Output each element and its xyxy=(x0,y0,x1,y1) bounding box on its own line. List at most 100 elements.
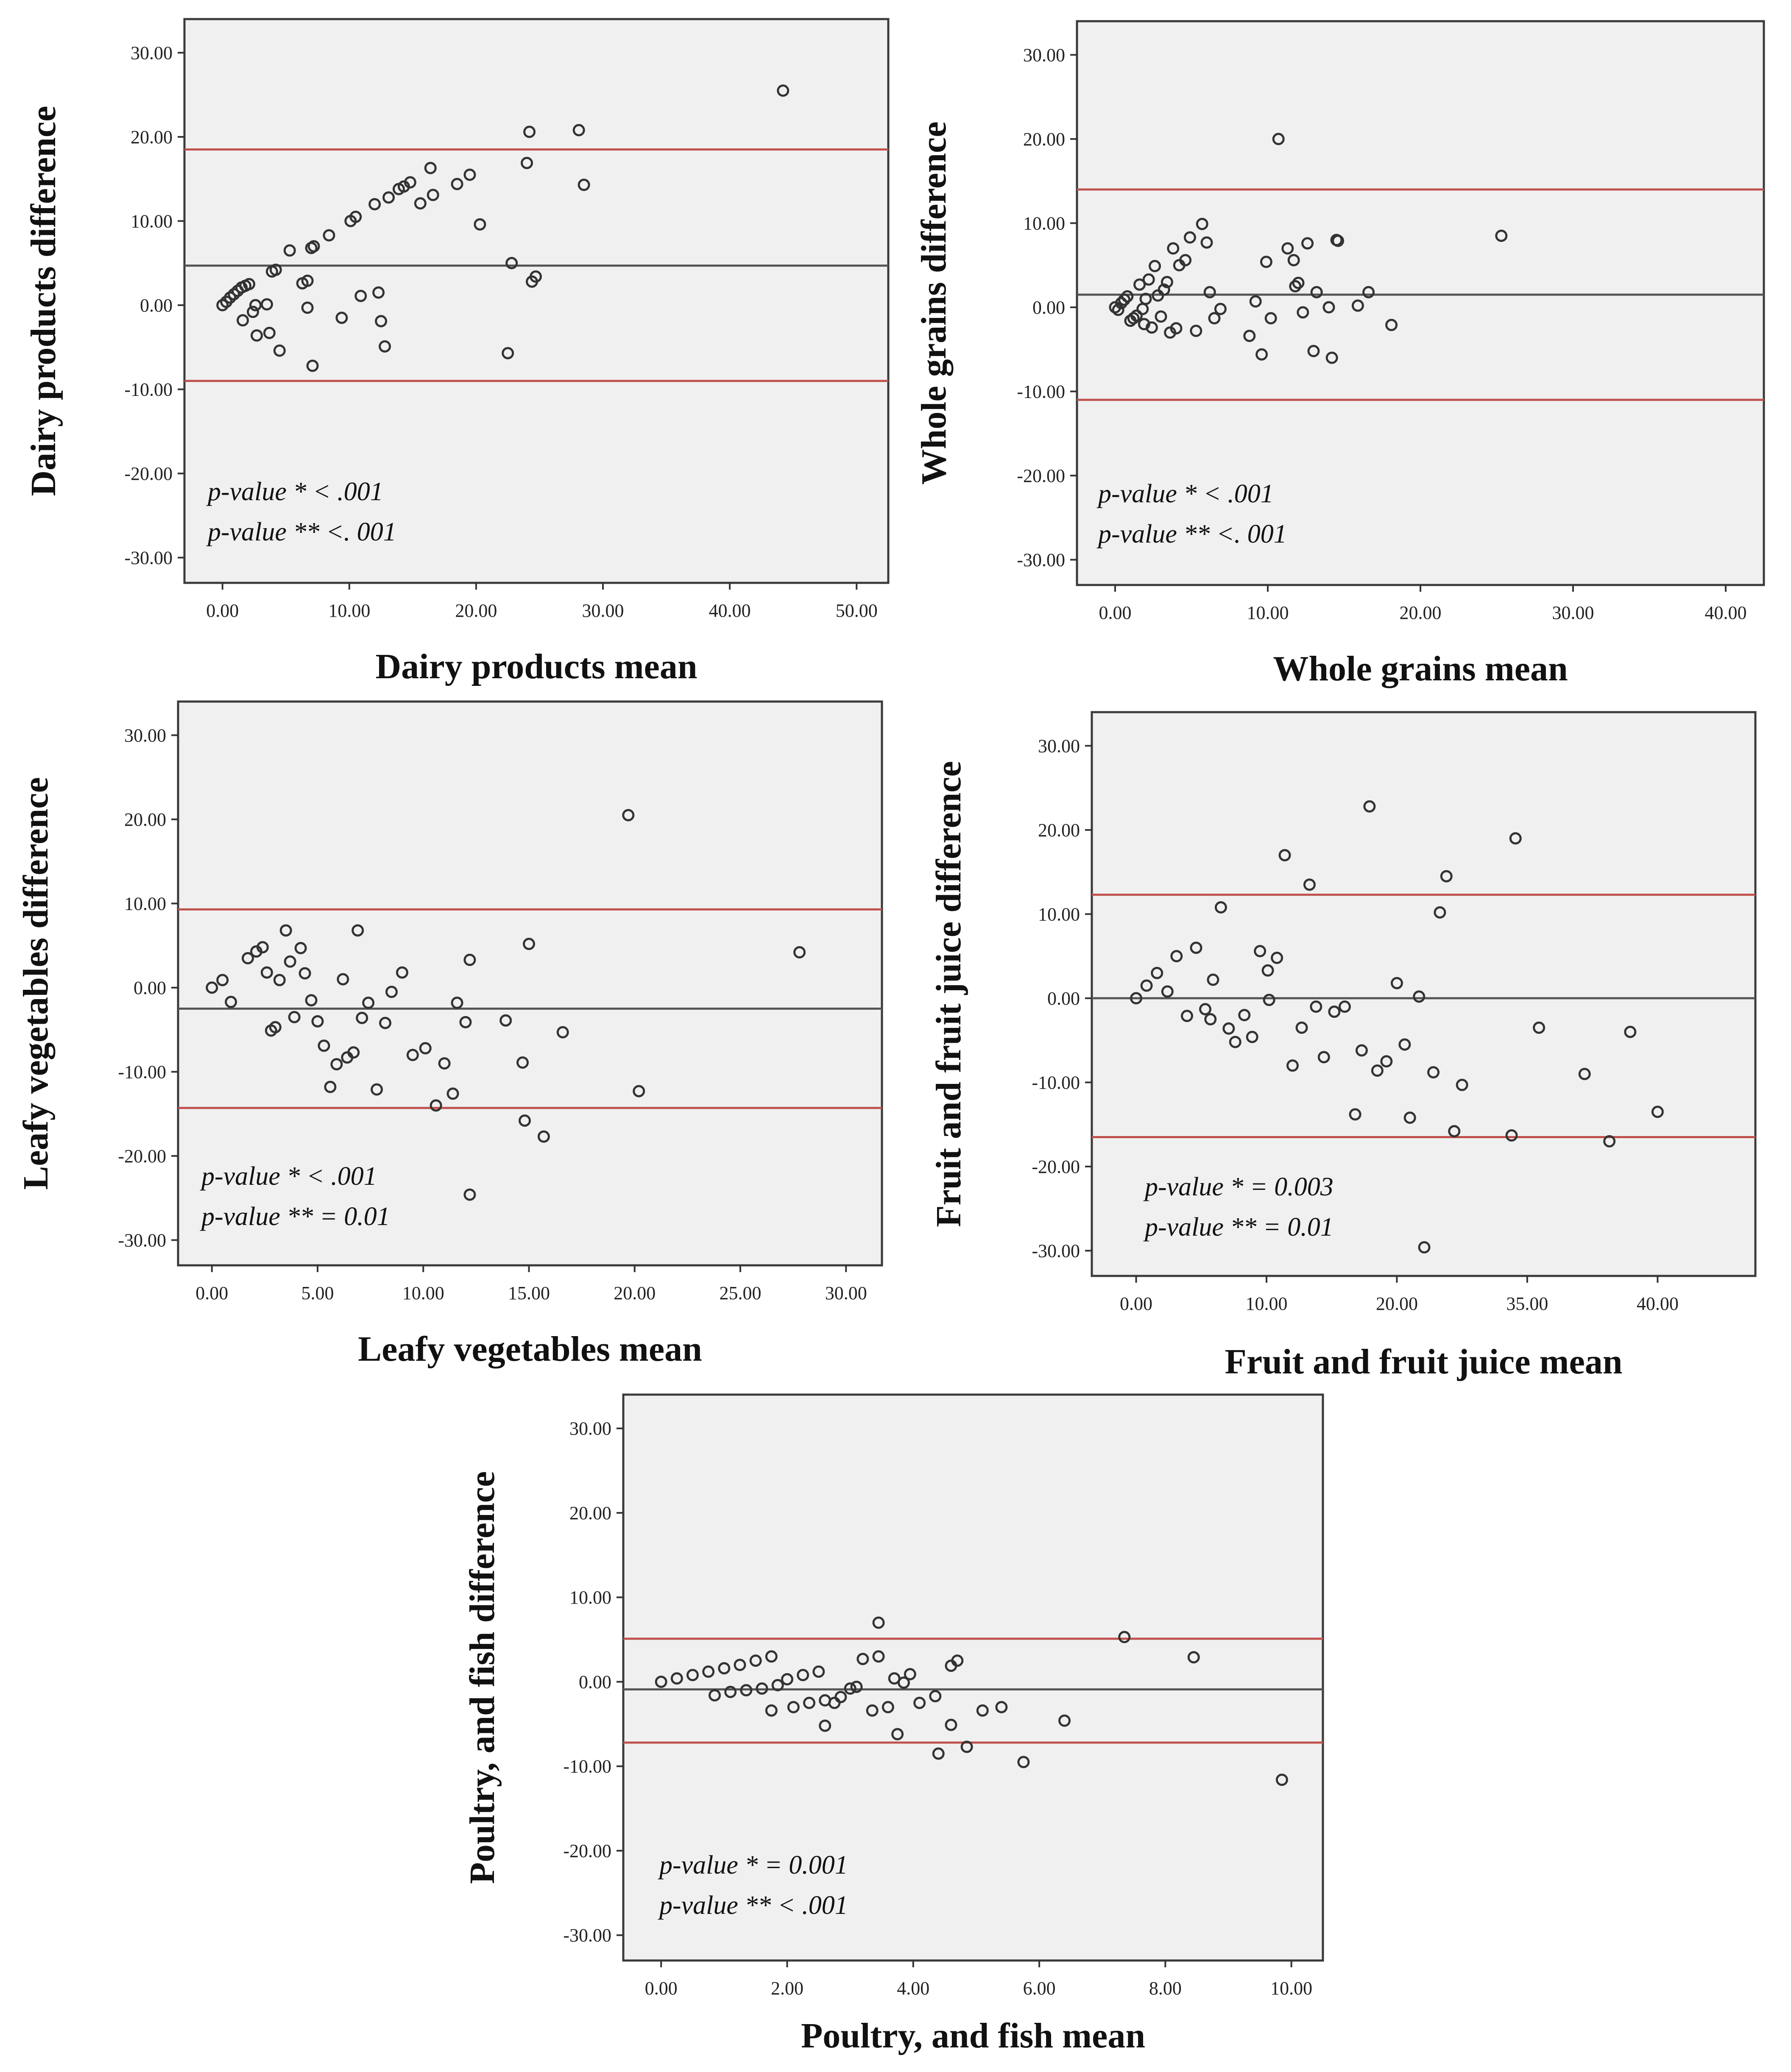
data-point xyxy=(396,966,408,979)
chart-leafy-vegetables: 30.00 20.00 10.00 0.00 -10.00 -20.00 -30.00 0.0… xyxy=(16,700,883,1369)
data-point xyxy=(1199,1003,1211,1016)
data-point xyxy=(771,1679,784,1691)
chart-poultry-and-fish: 30.00 20.00 10.00 0.00 -10.00 -20.00 -30.00 0.0… xyxy=(463,1393,1324,2055)
data-point xyxy=(216,974,229,986)
y-tick-label: -10.00 xyxy=(563,1756,611,1777)
data-point xyxy=(347,1046,360,1059)
data-point xyxy=(1271,952,1283,964)
p-value-annotation: p-value ** = 0.01 xyxy=(200,1202,390,1231)
data-point xyxy=(1179,254,1192,267)
data-point xyxy=(256,941,269,954)
data-point xyxy=(318,1039,330,1052)
y-tick-label: -10.00 xyxy=(1032,1072,1080,1093)
x-tick-label: 35.00 xyxy=(1506,1293,1548,1314)
data-point xyxy=(1301,237,1314,250)
y-tick-label: 0.00 xyxy=(1047,988,1080,1009)
data-point xyxy=(777,84,789,97)
data-point xyxy=(1246,1030,1258,1043)
data-point xyxy=(463,168,476,181)
data-point xyxy=(502,347,514,359)
data-point xyxy=(1351,299,1364,312)
data-point xyxy=(1155,310,1167,323)
x-axis-title: Dairy products mean xyxy=(375,647,697,686)
x-tick-label: 0.00 xyxy=(645,1978,678,1999)
data-point xyxy=(1249,295,1262,308)
data-point xyxy=(294,942,307,955)
data-point xyxy=(1505,1129,1518,1142)
data-point xyxy=(1255,348,1268,361)
data-point xyxy=(897,1676,910,1689)
data-point xyxy=(1167,242,1180,255)
data-point xyxy=(1624,1025,1637,1038)
data-point xyxy=(414,197,427,210)
data-point xyxy=(306,359,319,372)
data-point xyxy=(856,1653,869,1665)
data-point xyxy=(1322,301,1335,314)
data-point xyxy=(1338,1000,1351,1013)
data-point xyxy=(451,997,463,1009)
y-tick-label: -30.00 xyxy=(124,547,173,568)
data-point xyxy=(349,210,362,223)
data-point xyxy=(247,306,259,318)
data-point xyxy=(1118,1631,1131,1643)
data-point xyxy=(1204,1013,1217,1026)
data-point xyxy=(249,299,262,312)
data-point xyxy=(702,1665,715,1678)
data-point xyxy=(1208,312,1221,325)
x-tick-label: 10.00 xyxy=(1246,1293,1288,1314)
x-tick-label: 20.00 xyxy=(1400,602,1442,623)
data-point xyxy=(1295,1021,1308,1034)
data-point xyxy=(724,1685,737,1698)
y-tick-label: 30.00 xyxy=(131,42,173,63)
p-value-annotation: p-value * < .001 xyxy=(200,1162,377,1191)
y-tick-label: 30.00 xyxy=(569,1418,611,1439)
data-point xyxy=(1533,1021,1546,1034)
x-tick-label: 10.00 xyxy=(402,1283,444,1303)
data-point xyxy=(311,1015,324,1028)
plot-area xyxy=(183,18,890,584)
data-point xyxy=(913,1696,926,1709)
data-point xyxy=(427,189,439,201)
data-point xyxy=(1307,345,1320,357)
data-point xyxy=(1196,217,1208,230)
data-point xyxy=(362,997,375,1009)
y-tick-label: -30.00 xyxy=(1032,1240,1080,1261)
y-axis-title: Fruit and fruit juice difference xyxy=(929,761,968,1227)
y-tick-label: 10.00 xyxy=(124,893,166,914)
data-point xyxy=(756,1682,768,1695)
data-point xyxy=(633,1085,645,1097)
x-tick-label: 25.00 xyxy=(720,1283,762,1303)
data-point xyxy=(1149,260,1161,273)
y-tick-label: -30.00 xyxy=(1017,549,1065,570)
data-point xyxy=(1371,1064,1384,1077)
data-point xyxy=(463,1188,476,1201)
p-value-annotation: p-value ** < .001 xyxy=(658,1891,848,1920)
data-point xyxy=(1272,133,1285,145)
x-tick-label: 10.00 xyxy=(328,600,370,621)
data-point xyxy=(749,1654,762,1667)
data-point xyxy=(519,1114,531,1127)
data-point xyxy=(1222,1022,1235,1035)
y-tick-label: -20.00 xyxy=(1017,465,1065,486)
data-point xyxy=(1170,950,1183,963)
data-point xyxy=(424,162,437,174)
data-point xyxy=(260,298,273,311)
data-point xyxy=(273,974,286,986)
data-point xyxy=(335,312,348,324)
x-tick-label: 5.00 xyxy=(301,1283,334,1303)
data-point xyxy=(225,996,237,1008)
data-point xyxy=(298,967,311,980)
data-point xyxy=(1509,832,1522,845)
data-point xyxy=(1398,1038,1411,1051)
data-point xyxy=(301,301,314,314)
x-axis-title: Fruit and fruit juice mean xyxy=(1225,1342,1623,1381)
x-tick-label: 40.00 xyxy=(709,600,751,621)
p-value-annotation: p-value ** <. 001 xyxy=(206,518,396,546)
data-point xyxy=(1349,1108,1361,1121)
p-value-annotation: p-value * < .001 xyxy=(1096,479,1274,508)
data-point xyxy=(521,156,533,169)
data-point xyxy=(330,1058,343,1071)
y-tick-label: 30.00 xyxy=(1038,735,1080,756)
y-tick-label: 10.00 xyxy=(569,1587,611,1608)
y-tick-label: -10.00 xyxy=(1017,381,1065,402)
